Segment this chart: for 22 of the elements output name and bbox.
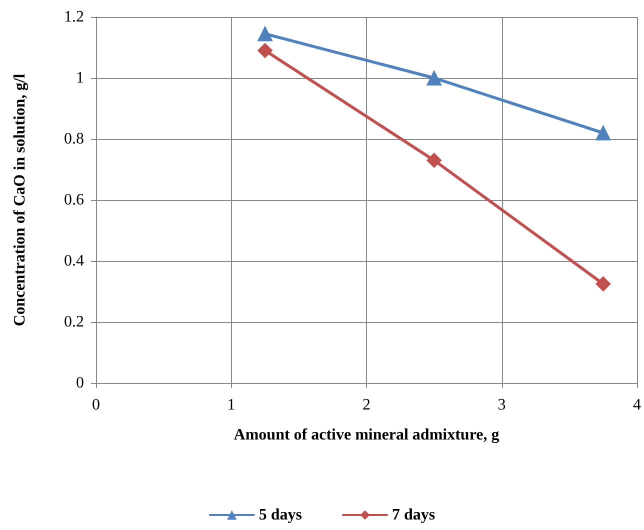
x-tick-label: 2 bbox=[362, 396, 370, 414]
x-axis-title: Amount of active mineral admixture, g bbox=[234, 426, 500, 444]
point bbox=[426, 152, 442, 168]
x-tick-label: 1 bbox=[227, 396, 236, 414]
y-axis-title: Concentration of CaO in solution, g/l bbox=[12, 73, 28, 326]
y-tick-label: 0.6 bbox=[64, 192, 84, 208]
y-tick-label: 0.4 bbox=[64, 252, 84, 270]
x-tick-label: 3 bbox=[498, 396, 506, 414]
point bbox=[596, 276, 611, 292]
y-tick-label: 0.8 bbox=[64, 130, 84, 148]
x-tick-label: 4 bbox=[633, 396, 641, 414]
y-tick-label: 1 bbox=[76, 70, 84, 86]
y-tick-label: 0.2 bbox=[64, 314, 84, 330]
legend-label: 5 days bbox=[258, 506, 302, 524]
point bbox=[426, 70, 442, 86]
x-tick-label: 0 bbox=[92, 396, 100, 414]
point bbox=[258, 43, 273, 58]
point bbox=[258, 26, 273, 42]
y-tick-label: 0 bbox=[76, 374, 84, 392]
point bbox=[596, 125, 611, 140]
y-tick-label: 1.2 bbox=[64, 8, 84, 26]
legend-label: 7 days bbox=[392, 506, 436, 524]
